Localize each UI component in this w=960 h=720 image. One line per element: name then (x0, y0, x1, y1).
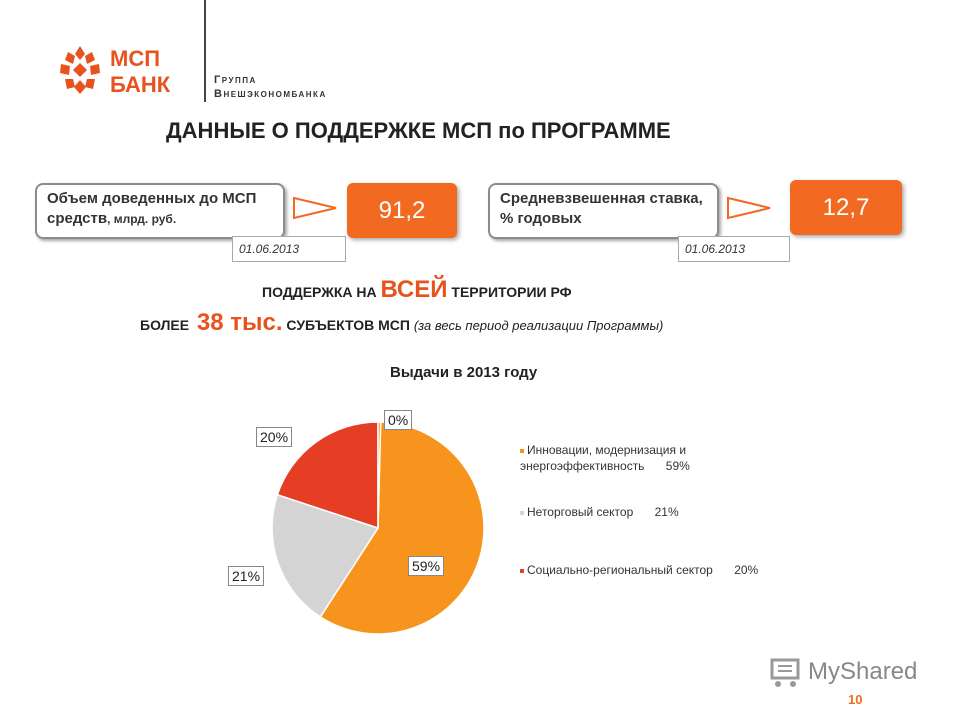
metric-1-label-box: Объем доведенных до МСП средств, млрд. р… (35, 183, 285, 239)
legend-innovation-name: Инновации, модернизация и энергоэффектив… (520, 443, 687, 473)
logo-text-bottom: БАНК (110, 72, 171, 97)
support-line2-note: (за весь период реализации Программы) (413, 318, 664, 333)
support-line1-pre: ПОДДЕРЖКА НА (262, 284, 377, 300)
metric-2-value: 12,7 (790, 180, 902, 235)
metric-2-label-box: Средневзвешенная ставка, % годовых (488, 183, 719, 239)
legend-marker-social (520, 568, 524, 573)
metric-2-label: Средневзвешенная ставка, % годовых (500, 190, 703, 227)
metric-1-unit: , млрд. руб. (107, 212, 177, 226)
pie-label-0: 0% (384, 410, 413, 430)
logo-divider (204, 0, 206, 102)
pie-slice-2 (276, 421, 379, 530)
watermark: MyShared (768, 656, 917, 688)
chart-title: Выдачи в 2013 году (390, 364, 538, 381)
legend-social-name: Социально-региональный сектор (527, 563, 713, 577)
legend-item-nontrade: Неторговый сектор 21% (520, 504, 760, 520)
logo: МСП БАНК (55, 42, 195, 106)
support-line1-post: ТЕРРИТОРИИ РФ (451, 284, 572, 300)
page-title: ДАННЫЕ О ПОДДЕРЖКЕ МСП по ПРОГРАММЕ (166, 118, 671, 143)
watermark-text: MyShared (808, 658, 918, 685)
arrow-2-icon (727, 196, 771, 220)
page-number: 10 (848, 692, 863, 707)
metric-1-label: Объем доведенных до МСП средств (47, 190, 257, 227)
support-territory-line: ПОДДЕРЖКА НА ВСЕЙ ТЕРРИТОРИИ РФ (262, 276, 572, 304)
group-line-1: Группа (214, 74, 257, 86)
pie-label-20: 20% (256, 427, 293, 447)
logo-text-top: МСП (110, 46, 161, 71)
cart-icon (770, 658, 800, 687)
support-subjects-line: БОЛЕЕ 38 тыс. СУБЪЕКТОВ МСП (за весь пер… (140, 309, 663, 337)
pie-slice-3 (377, 421, 382, 529)
pie-label-21: 21% (228, 566, 265, 586)
pie-label-59: 59% (408, 556, 445, 576)
legend-nontrade-pct: 21% (654, 505, 679, 519)
legend-marker-innovation (520, 448, 524, 453)
support-line2-post: СУБЪЕКТОВ МСП (286, 317, 410, 333)
group-caption: Группа Внешэкономбанка (214, 73, 327, 101)
legend-innovation-pct: 59% (665, 459, 690, 473)
pinecone-logo-icon (60, 46, 100, 94)
support-line2-pre: БОЛЕЕ (140, 317, 190, 333)
legend-item-social: Социально-региональный сектор 20% (520, 562, 760, 578)
legend-social-pct: 20% (734, 563, 759, 577)
support-line2-emph: 38 тыс. (196, 309, 283, 336)
legend-nontrade-name: Неторговый сектор (527, 505, 634, 519)
legend-marker-nontrade (520, 510, 524, 515)
metric-1-value: 91,2 (347, 183, 457, 238)
metric-2-date: 01.06.2013 (678, 236, 790, 262)
pie-slice-1 (271, 493, 380, 618)
legend-item-innovation: Инновации, модернизация и энергоэффектив… (520, 442, 760, 474)
metric-1-date: 01.06.2013 (232, 236, 346, 262)
chart-legend: Инновации, модернизация и энергоэффектив… (520, 442, 760, 578)
pie-chart (271, 421, 485, 635)
group-line-2: Внешэкономбанка (214, 88, 327, 100)
support-line1-emph: ВСЕЙ (380, 276, 448, 303)
arrow-1-icon (293, 196, 337, 220)
pie-slice-0 (319, 421, 485, 635)
